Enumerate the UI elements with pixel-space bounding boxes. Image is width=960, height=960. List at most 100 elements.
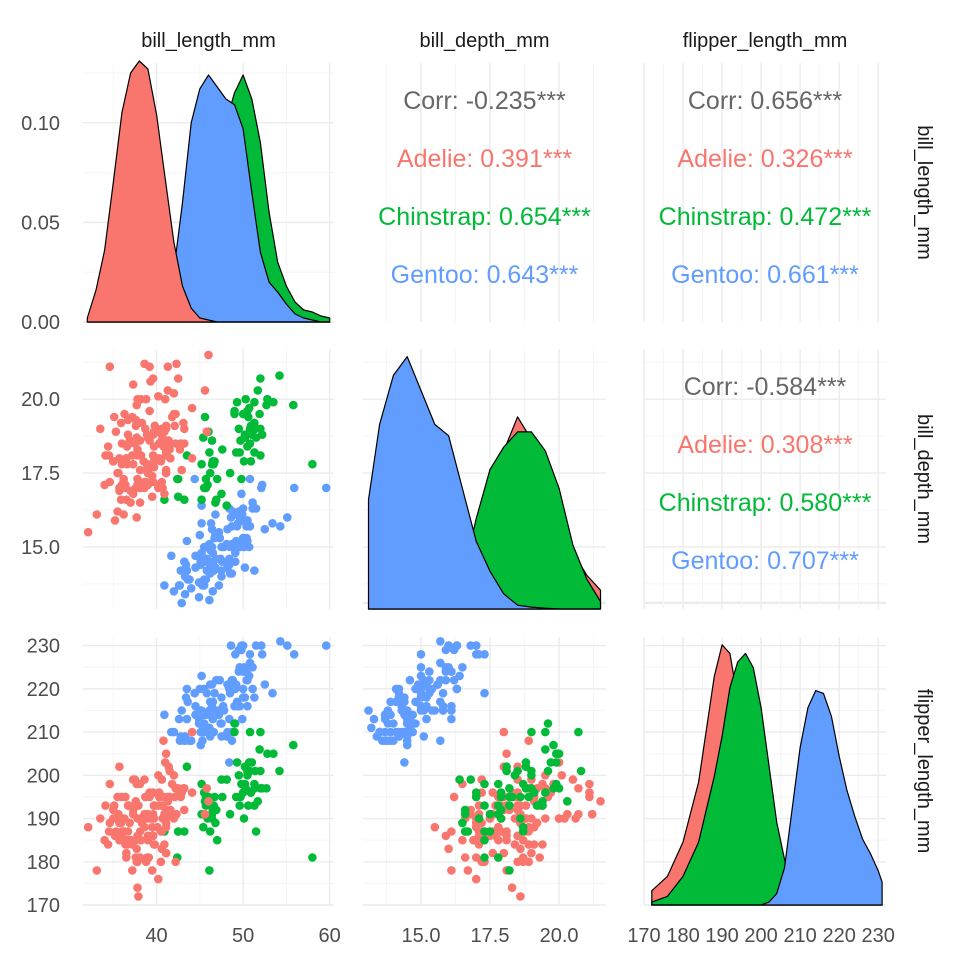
point-gentoo (436, 637, 445, 646)
point-chinstrap (199, 822, 208, 832)
point-adelie (180, 805, 189, 815)
point-adelie (154, 874, 163, 884)
point-adelie (187, 454, 197, 463)
point-gentoo (413, 680, 423, 689)
point-adelie (524, 857, 533, 867)
point-chinstrap (218, 792, 227, 802)
point-gentoo (411, 719, 420, 728)
point-adelie (116, 418, 126, 428)
point-adelie (96, 814, 105, 823)
point-gentoo (181, 560, 191, 569)
point-chinstrap (225, 809, 235, 819)
point-adelie (585, 779, 594, 789)
point-adelie (96, 424, 105, 434)
point-gentoo (196, 727, 205, 737)
point-gentoo (321, 483, 331, 493)
point-gentoo (209, 727, 218, 737)
point-gentoo (231, 650, 240, 659)
density-panel-bill-depth-mm (367, 356, 602, 610)
point-adelie (122, 853, 131, 862)
point-gentoo (205, 595, 214, 605)
point-adelie (149, 427, 159, 437)
point-gentoo (197, 519, 206, 528)
y-tick-label: 15.0 (21, 537, 60, 559)
point-gentoo (458, 663, 467, 672)
point-gentoo (408, 727, 418, 737)
point-chinstrap (574, 727, 583, 737)
point-adelie (128, 459, 138, 469)
point-adelie (122, 840, 132, 849)
point-chinstrap (505, 784, 514, 793)
point-chinstrap (245, 727, 255, 737)
point-chinstrap (563, 797, 572, 806)
point-gentoo (225, 560, 234, 569)
corr-label-gentoo: Gentoo: 0.707*** (671, 547, 859, 575)
scatter-panel-flipper-length-mm-vs-bill-depth-mm (364, 637, 605, 901)
point-gentoo (212, 675, 221, 685)
point-chinstrap (308, 853, 317, 862)
point-gentoo (367, 723, 376, 733)
point-chinstrap (222, 775, 231, 784)
point-adelie (130, 775, 140, 784)
point-gentoo (191, 701, 200, 711)
point-adelie (154, 392, 163, 401)
point-gentoo (217, 693, 226, 702)
point-chinstrap (244, 403, 254, 413)
point-adelie (441, 831, 451, 841)
point-gentoo (186, 584, 196, 593)
point-chinstrap (246, 788, 256, 797)
point-gentoo (225, 688, 235, 698)
point-chinstrap (234, 771, 244, 780)
point-chinstrap (201, 483, 211, 493)
point-adelie (117, 792, 127, 802)
point-adelie (180, 439, 189, 448)
point-adelie (111, 427, 121, 437)
point-gentoo (167, 727, 176, 737)
point-chinstrap (211, 498, 220, 507)
point-adelie (83, 822, 93, 832)
point-chinstrap (230, 406, 239, 416)
y-tick-label: 0.00 (21, 312, 60, 334)
point-adelie (110, 831, 120, 841)
point-gentoo (207, 524, 217, 534)
point-chinstrap (250, 397, 259, 407)
y-tick-label: 0.10 (21, 113, 60, 135)
point-adelie (135, 853, 145, 862)
point-chinstrap (541, 727, 550, 737)
point-gentoo (182, 714, 192, 724)
point-chinstrap (250, 779, 259, 789)
point-gentoo (260, 680, 270, 689)
point-adelie (430, 822, 440, 832)
point-adelie (587, 809, 597, 819)
point-adelie (524, 736, 533, 745)
point-gentoo (364, 706, 373, 715)
point-adelie (105, 362, 115, 372)
point-chinstrap (541, 745, 550, 754)
point-chinstrap (239, 457, 249, 466)
point-adelie (527, 848, 536, 858)
point-adelie (538, 840, 547, 849)
point-adelie (114, 468, 123, 478)
x-tick-label: 220 (822, 925, 855, 947)
point-chinstrap (552, 749, 561, 758)
point-adelie (535, 853, 544, 862)
point-chinstrap (256, 727, 265, 737)
point-gentoo (447, 714, 456, 724)
point-adelie (149, 457, 159, 466)
point-chinstrap (244, 412, 253, 422)
point-chinstrap (518, 779, 528, 789)
point-adelie (115, 818, 124, 828)
point-adelie (104, 451, 114, 460)
correlation-panel-0-1: Corr: -0.235*** Adelie: 0.391*** Chinstrap… (378, 87, 591, 289)
point-chinstrap (518, 827, 528, 836)
x-tick-label: 210 (783, 925, 816, 947)
point-chinstrap (549, 740, 558, 750)
point-gentoo (276, 522, 285, 531)
point-adelie (171, 409, 180, 419)
point-adelie (120, 409, 129, 419)
point-chinstrap (232, 758, 242, 767)
point-gentoo (369, 714, 379, 724)
point-gentoo (436, 736, 445, 745)
point-adelie (117, 827, 127, 836)
point-chinstrap (269, 749, 278, 758)
